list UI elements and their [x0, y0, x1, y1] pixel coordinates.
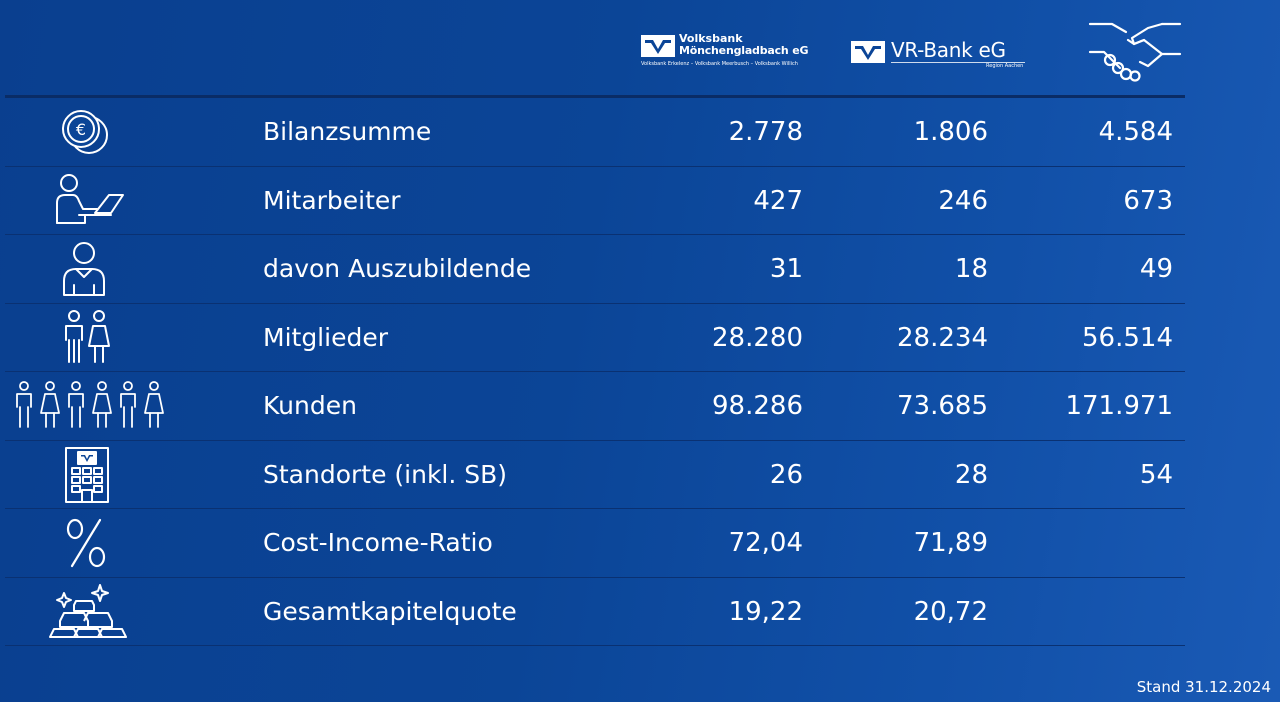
header-divider — [5, 95, 1185, 98]
value-vr-bank: 28.234 — [897, 322, 988, 353]
value-volksbank: 2.778 — [728, 117, 803, 147]
row-label: Standorte (inkl. SB) — [263, 459, 508, 489]
table-row-auszubildende: davon Auszubildende 31 18 49 — [5, 235, 1185, 304]
value-combined: 171.971 — [1065, 391, 1173, 421]
gold-bars-icon — [47, 578, 129, 646]
value-combined: 49 — [1139, 254, 1173, 284]
as-of-date: Stand 31.12.2024 — [1136, 678, 1271, 696]
vr-bank-subline: Region Aachen — [986, 63, 1024, 69]
trainee-icon — [59, 235, 109, 303]
vr-bank-name: VR-Bank eG — [891, 38, 1006, 62]
value-volksbank: 98.286 — [712, 391, 803, 421]
table-row-mitglieder: Mitglieder 28.280 28.234 56.514 — [5, 304, 1185, 372]
value-volksbank: 31 — [769, 254, 803, 284]
value-vr-bank: 71,89 — [913, 528, 988, 558]
value-volksbank: 72,04 — [728, 528, 803, 558]
vr-bank-logo: VR-Bank eG Region Aachen — [851, 38, 1031, 70]
value-combined: 4.584 — [1098, 117, 1173, 147]
value-vr-bank: 246 — [938, 185, 988, 216]
value-volksbank: 28.280 — [712, 322, 803, 353]
volksbank-moenchengladbach-logo: Volksbank Mönchengladbach eG Volksbank E… — [641, 33, 811, 73]
table-row-kunden: Kunden 98.286 73.685 171.971 — [5, 372, 1185, 441]
value-combined — [995, 578, 1173, 646]
volksbank-name-line1: Volksbank — [679, 32, 743, 45]
table-row-standorte: Standorte (inkl. SB) 26 28 54 — [5, 441, 1185, 509]
bank-building-icon — [63, 441, 111, 509]
value-vr-bank: 1.806 — [913, 117, 988, 147]
value-combined: 673 — [1123, 185, 1173, 216]
table-row-cost-income-ratio: Cost-Income-Ratio 72,04 71,89 — [5, 509, 1185, 578]
value-vr-bank: 18 — [954, 254, 988, 284]
row-label: Cost-Income-Ratio — [263, 528, 493, 557]
row-label: Bilanzsumme — [263, 117, 432, 146]
table-row-gesamtkapitalquote: Gesamtkapitelquote 19,22 20,72 — [5, 578, 1185, 646]
handshake-icon — [1088, 18, 1182, 86]
customers-icon — [11, 372, 171, 440]
svg-text:€: € — [76, 120, 86, 139]
row-label: Kunden — [263, 391, 357, 420]
row-label: Mitarbeiter — [263, 185, 401, 215]
value-vr-bank: 20,72 — [913, 596, 988, 627]
employee-laptop-icon — [49, 167, 125, 235]
table-row-bilanzsumme: € Bilanzsumme 2.778 1.806 4.584 — [5, 98, 1185, 167]
value-combined — [995, 509, 1173, 577]
header: Volksbank Mönchengladbach eG Volksbank E… — [0, 0, 1280, 95]
row-label: davon Auszubildende — [263, 254, 532, 283]
value-combined: 56.514 — [1082, 322, 1173, 353]
value-vr-bank: 73.685 — [897, 391, 988, 421]
members-icon — [61, 304, 113, 372]
value-combined: 54 — [1139, 459, 1173, 490]
row-label: Mitglieder — [263, 322, 388, 352]
value-volksbank: 26 — [769, 459, 803, 490]
vr-bank-rule — [891, 62, 1025, 63]
percent-icon — [63, 509, 109, 577]
row-label: Gesamtkapitelquote — [263, 596, 517, 626]
table-row-mitarbeiter: Mitarbeiter 427 246 673 — [5, 167, 1185, 235]
key-figures-table: € Bilanzsumme 2.778 1.806 4.584 Mitarbei… — [5, 98, 1185, 646]
value-vr-bank: 28 — [954, 459, 988, 490]
value-volksbank: 19,22 — [728, 596, 803, 627]
vr-bank-mark-icon — [851, 41, 885, 63]
volksbank-name-line2: Mönchengladbach eG — [679, 44, 809, 57]
volksbank-subline: Volksbank Erkelenz – Volksbank Meerbusch… — [641, 61, 798, 67]
euro-coins-icon: € — [53, 98, 113, 166]
value-volksbank: 427 — [753, 185, 803, 216]
volksbank-mark-icon — [641, 35, 675, 57]
